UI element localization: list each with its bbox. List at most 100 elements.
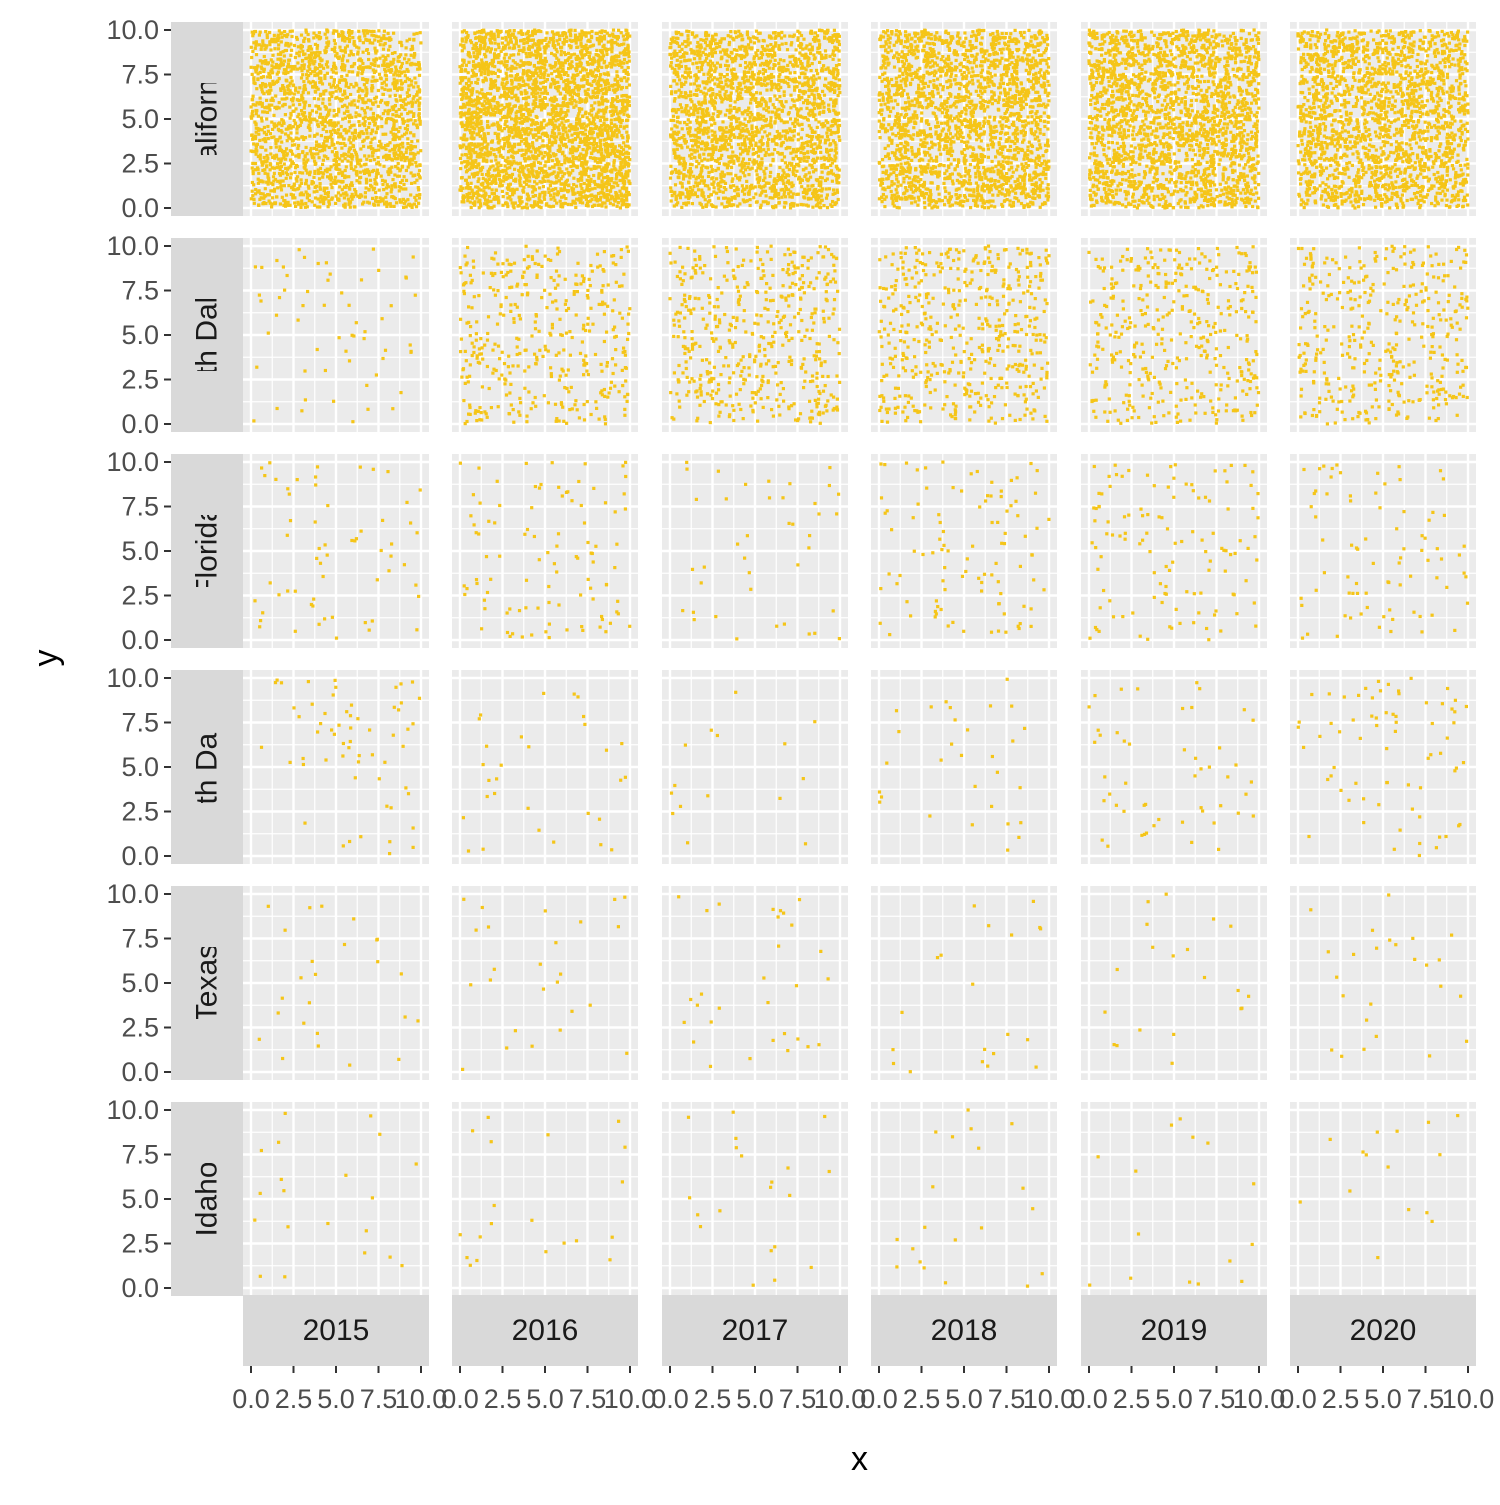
data-point: [575, 198, 578, 201]
data-point: [560, 77, 563, 80]
data-point: [334, 42, 337, 45]
data-point: [356, 162, 359, 165]
data-point: [290, 172, 293, 175]
data-point: [488, 186, 491, 189]
data-point: [513, 36, 516, 39]
data-point: [344, 157, 347, 160]
data-point: [271, 189, 274, 192]
data-point: [483, 99, 486, 102]
data-point: [612, 185, 615, 188]
data-point: [553, 44, 556, 47]
data-point: [590, 114, 593, 117]
data-point: [392, 58, 395, 61]
data-point: [357, 36, 360, 39]
data-point: [273, 201, 276, 204]
data-point: [316, 152, 319, 155]
data-point: [259, 31, 262, 34]
data-point: [275, 195, 278, 198]
data-point: [367, 52, 370, 55]
data-point: [580, 198, 583, 201]
data-point: [579, 152, 582, 155]
data-point: [468, 108, 471, 111]
data-point: [293, 143, 296, 146]
data-point: [358, 96, 361, 99]
data-point: [268, 84, 271, 87]
data-point: [499, 155, 502, 158]
data-point: [607, 73, 610, 76]
data-point: [271, 54, 274, 57]
data-point: [284, 205, 287, 208]
data-point: [573, 164, 576, 167]
data-point: [286, 65, 289, 68]
data-point: [325, 130, 328, 133]
data-point: [474, 81, 477, 84]
data-point: [586, 116, 589, 119]
data-point: [320, 134, 323, 137]
data-point: [361, 202, 364, 205]
data-point: [503, 91, 506, 94]
data-point: [551, 159, 554, 162]
data-point: [318, 185, 321, 188]
data-point: [547, 122, 550, 125]
data-point: [331, 68, 334, 71]
data-point: [279, 58, 282, 61]
data-point: [303, 84, 306, 87]
data-point: [405, 61, 408, 64]
data-point: [522, 120, 525, 123]
data-point: [532, 87, 535, 90]
data-point: [602, 158, 605, 161]
data-point: [257, 204, 260, 207]
data-point: [293, 201, 296, 204]
data-point: [324, 120, 327, 123]
data-point: [590, 168, 593, 171]
data-point: [266, 90, 269, 93]
data-point: [493, 192, 496, 195]
data-point: [276, 180, 279, 183]
data-point: [595, 125, 598, 128]
data-point: [316, 44, 319, 47]
data-point: [338, 185, 341, 188]
data-point: [609, 190, 612, 193]
data-point: [620, 151, 623, 154]
data-point: [567, 172, 570, 175]
data-point: [534, 157, 537, 160]
data-point: [494, 42, 497, 45]
data-point: [287, 62, 290, 65]
data-point: [560, 183, 563, 186]
data-point: [370, 30, 373, 33]
data-point: [368, 201, 371, 204]
data-point: [626, 36, 629, 39]
data-point: [321, 163, 324, 166]
data-point: [531, 74, 534, 77]
data-point: [550, 104, 553, 107]
data-point: [364, 195, 367, 198]
data-point: [478, 37, 481, 40]
data-point: [386, 203, 389, 206]
data-point: [407, 146, 410, 149]
data-point: [571, 95, 574, 98]
data-point: [497, 46, 500, 49]
data-point: [285, 79, 288, 82]
data-point: [392, 124, 395, 127]
data-point: [271, 97, 274, 100]
y-tick-label: 7.5: [121, 60, 159, 90]
data-point: [600, 151, 603, 154]
data-point: [547, 180, 550, 183]
data-point: [260, 65, 263, 68]
data-point: [259, 97, 262, 100]
data-point: [345, 85, 348, 88]
data-point: [605, 92, 608, 95]
data-point: [351, 36, 354, 39]
data-point: [522, 79, 525, 82]
data-point: [400, 151, 403, 154]
data-point: [385, 192, 388, 195]
data-point: [493, 65, 496, 68]
data-point: [471, 197, 474, 200]
data-point: [357, 113, 360, 116]
data-point: [399, 41, 402, 44]
data-point: [469, 131, 472, 134]
data-point: [610, 65, 613, 68]
data-point: [461, 88, 464, 91]
data-point: [304, 202, 307, 205]
data-point: [284, 167, 287, 170]
